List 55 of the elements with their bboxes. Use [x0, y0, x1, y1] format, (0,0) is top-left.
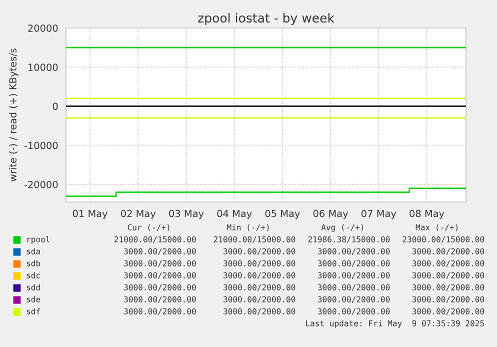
- text: 3000.00/2000.00: [412, 284, 484, 291]
- chart-title: zpool iostat - by week: [198, 12, 334, 26]
- text: Last update: Fri May 9 07:35:39 2025: [306, 320, 484, 328]
- text: 23000.00/15000.00: [402, 236, 484, 243]
- text: 3000.00/2000.00: [318, 296, 390, 303]
- text: 3000.00/2000.00: [318, 248, 390, 255]
- legend-label: sdc: [26, 272, 40, 278]
- text: 3000.00/2000.00: [124, 260, 196, 267]
- text: 3000.00/2000.00: [318, 284, 390, 291]
- legend-label: rpool: [27, 236, 50, 244]
- text: Avg (-/+): [321, 224, 364, 232]
- legend-label: sdf: [26, 308, 40, 314]
- text: 21986.38/15000.00: [308, 236, 390, 243]
- y-axis-title: write (-) / read (+) KBytes/s: [8, 48, 18, 182]
- text: 3000.00/2000.00: [224, 272, 296, 279]
- x-tick-label: 06 May: [313, 210, 348, 220]
- x-tick-label: 02 May: [121, 210, 156, 220]
- text: 3000.00/2000.00: [412, 248, 484, 255]
- legend-label: sdd: [26, 284, 40, 290]
- y-tick-label: -10000: [24, 142, 58, 150]
- y-tick-label: 0: [52, 102, 58, 110]
- x-tick-label: 07 May: [362, 210, 396, 220]
- text: 3000.00/2000.00: [224, 260, 296, 267]
- legend-label: sde: [26, 296, 40, 302]
- text: 3000.00/2000.00: [124, 284, 196, 291]
- text: 3000.00/2000.00: [318, 272, 390, 279]
- text: 3000.00/2000.00: [412, 296, 484, 303]
- text: 3000.00/2000.00: [124, 272, 196, 279]
- text: Cur (-/+): [128, 224, 170, 232]
- text: 3000.00/2000.00: [124, 308, 196, 315]
- legend-label: sdb: [26, 260, 40, 266]
- text: 3000.00/2000.00: [412, 272, 484, 279]
- text: 21000.00/15000.00: [114, 236, 196, 243]
- text: 3000.00/2000.00: [412, 260, 484, 267]
- text: 3000.00/2000.00: [224, 296, 296, 303]
- y-tick-label: 20000: [28, 24, 58, 32]
- text: Max (-/+): [416, 224, 458, 232]
- text: 3000.00/2000.00: [224, 284, 296, 291]
- x-tick-label: 03 May: [169, 210, 204, 220]
- text: 3000.00/2000.00: [318, 308, 390, 315]
- text: 3000.00/2000.00: [224, 248, 296, 255]
- text: 3000.00/2000.00: [224, 308, 296, 315]
- x-tick-label: 04 May: [217, 210, 252, 220]
- x-tick-label: 08 May: [410, 210, 444, 220]
- text: 3000.00/2000.00: [124, 248, 196, 255]
- text: 3000.00/2000.00: [124, 296, 196, 303]
- y-tick-label: -20000: [24, 180, 58, 188]
- x-tick-label: 01 May: [72, 210, 108, 220]
- text: 21000.00/15000.00: [214, 236, 296, 243]
- x-tick-label: 05 May: [265, 210, 300, 220]
- y-tick-label: 10000: [28, 64, 58, 71]
- text: 3000.00/2000.00: [412, 308, 484, 315]
- text: 3000.00/2000.00: [318, 260, 390, 267]
- legend-label: sda: [26, 248, 40, 254]
- text: Min (-/+): [227, 224, 269, 232]
